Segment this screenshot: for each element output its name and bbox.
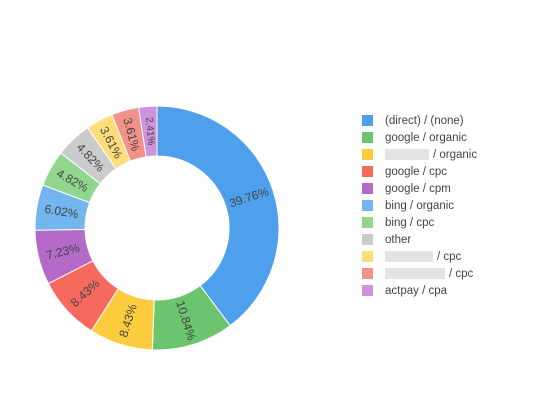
legend-swatch [362,268,373,279]
legend-label: / organic [433,148,478,161]
chart-legend: (direct) / (none) google / organic / organ… [362,112,477,299]
donut-slice-0[interactable] [156,105,280,327]
redacted-block [385,251,433,262]
legend-item-6[interactable]: bing / cpc [362,214,477,231]
legend-swatch [362,115,373,126]
legend-item-9[interactable]: / cpc [362,265,477,282]
legend-swatch [362,132,373,143]
legend-swatch [362,234,373,245]
legend-swatch [362,183,373,194]
legend-label: other [385,233,412,246]
legend-label: bing / organic [385,199,455,212]
legend-item-2[interactable]: / organic [362,146,477,163]
legend-item-10[interactable]: actpay / cpa [362,282,477,299]
legend-swatch [362,217,373,228]
legend-label: google / cpc [385,165,448,178]
legend-label: / cpc [437,250,462,263]
legend-label: (direct) / (none) [385,114,464,127]
legend-item-1[interactable]: google / organic [362,129,477,146]
legend-item-5[interactable]: bing / organic [362,197,477,214]
legend-label: google / cpm [385,182,451,195]
legend-label: bing / cpc [385,216,435,229]
donut-slice-label-5: 6.02% [43,202,79,222]
redacted-block [385,268,445,279]
legend-item-4[interactable]: google / cpm [362,180,477,197]
legend-item-8[interactable]: / cpc [362,248,477,265]
legend-swatch [362,200,373,211]
legend-item-0[interactable]: (direct) / (none) [362,112,477,129]
legend-item-3[interactable]: google / cpc [362,163,477,180]
legend-item-7[interactable]: other [362,231,477,248]
legend-label: actpay / cpa [385,284,448,297]
redacted-block [385,149,429,160]
legend-label: google / organic [385,131,467,144]
legend-label: / cpc [449,267,474,280]
legend-swatch [362,166,373,177]
legend-swatch [362,149,373,160]
donut-slice-10[interactable] [138,105,158,158]
legend-swatch [362,251,373,262]
donut-slice-label-10: 2.41% [143,117,156,146]
legend-swatch [362,285,373,296]
